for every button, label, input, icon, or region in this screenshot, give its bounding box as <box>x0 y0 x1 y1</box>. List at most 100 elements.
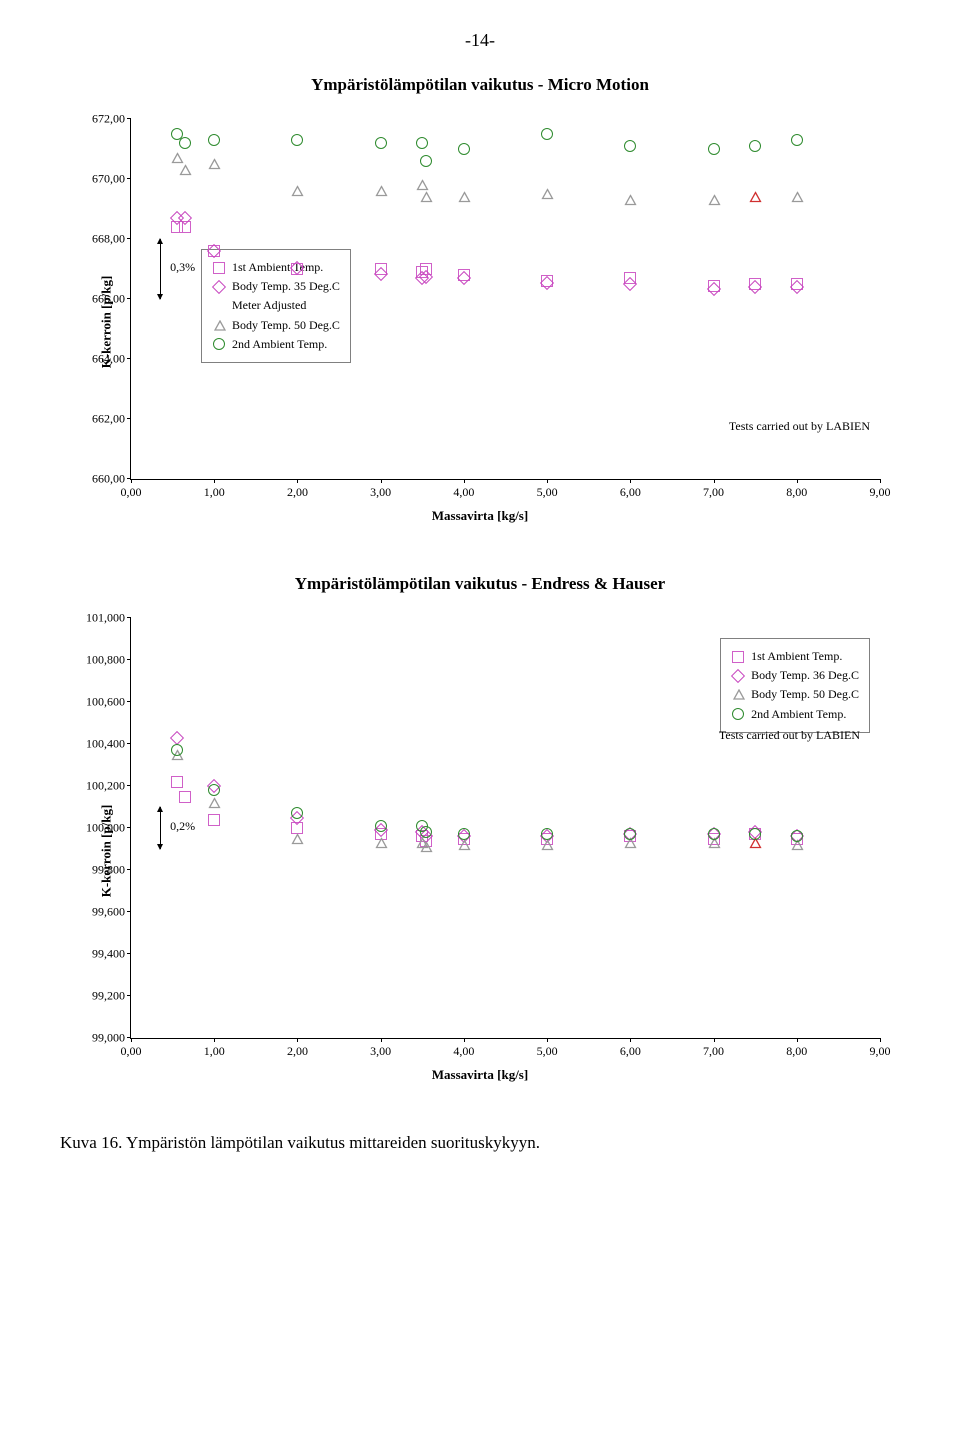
ytick-label: 666,00 <box>92 292 125 307</box>
marker-circle <box>541 128 553 140</box>
legend-label: Body Temp. 35 Deg.C <box>232 277 340 296</box>
xtick-mark <box>464 479 465 483</box>
xtick-mark <box>797 1038 798 1042</box>
legend-label: Body Temp. 50 Deg.C <box>751 685 859 704</box>
marker-circle <box>541 828 553 840</box>
legend-icon <box>212 262 226 274</box>
legend-icon <box>212 281 226 293</box>
xtick-mark <box>880 479 881 483</box>
page-number: -14- <box>60 30 900 51</box>
marker-triangle <box>214 320 225 331</box>
ytick-mark <box>127 869 131 870</box>
xtick-label: 2,00 <box>287 1044 308 1059</box>
legend-row: 2nd Ambient Temp. <box>731 705 859 724</box>
ytick-mark <box>127 785 131 786</box>
legend-row: Body Temp. 35 Deg.C <box>212 277 340 296</box>
xtick-mark <box>547 1038 548 1042</box>
xtick-mark <box>880 1038 881 1042</box>
xtick-label: 5,00 <box>537 485 558 500</box>
marker-diamond <box>731 669 745 683</box>
ytick-label: 670,00 <box>92 172 125 187</box>
ytick-mark <box>127 659 131 660</box>
ytick-label: 100,000 <box>86 821 125 836</box>
marker-circle <box>171 744 183 756</box>
xtick-mark <box>381 1038 382 1042</box>
marker-triangle <box>542 189 553 200</box>
legend-label: Body Temp. 36 Deg.C <box>751 666 859 685</box>
marker-square <box>179 791 191 803</box>
xtick-mark <box>297 1038 298 1042</box>
legend-row: 1st Ambient Temp. <box>731 647 859 666</box>
ytick-label: 99,200 <box>92 989 125 1004</box>
xtick-mark <box>630 479 631 483</box>
xtick-label: 2,00 <box>287 485 308 500</box>
legend-row: 1st Ambient Temp. <box>212 258 340 277</box>
ytick-mark <box>127 743 131 744</box>
marker-square <box>171 776 183 788</box>
ytick-label: 99,800 <box>92 863 125 878</box>
chart2-pct-label: 0,2% <box>170 819 195 834</box>
legend-icon <box>731 708 745 720</box>
legend-row: Body Temp. 50 Deg.C <box>212 316 340 335</box>
chart-micro-motion: Ympäristölämpötilan vaikutus - Micro Mot… <box>60 75 900 524</box>
marker-circle <box>708 143 720 155</box>
marker-triangle <box>791 192 802 203</box>
chart1-pct-label: 0,3% <box>170 260 195 275</box>
ytick-label: 662,00 <box>92 412 125 427</box>
marker-circle <box>416 137 428 149</box>
marker-circle <box>179 137 191 149</box>
legend-icon <box>731 670 745 682</box>
marker-triangle <box>180 165 191 176</box>
marker-diamond <box>170 731 184 745</box>
xtick-mark <box>131 1038 132 1042</box>
marker-triangle <box>458 192 469 203</box>
ytick-label: 100,600 <box>86 695 125 710</box>
marker-triangle <box>375 186 386 197</box>
marker-circle <box>291 807 303 819</box>
marker-triangle <box>542 839 553 850</box>
xtick-label: 4,00 <box>453 1044 474 1059</box>
marker-triangle-red <box>750 192 761 203</box>
marker-triangle <box>292 833 303 844</box>
page-root: -14- Ympäristölämpötilan vaikutus - Micr… <box>0 0 960 1193</box>
ytick-label: 99,400 <box>92 947 125 962</box>
xtick-label: 0,00 <box>121 485 142 500</box>
xtick-mark <box>547 479 548 483</box>
xtick-mark <box>214 479 215 483</box>
marker-circle <box>624 140 636 152</box>
xtick-mark <box>797 479 798 483</box>
chart1-legend: 1st Ambient Temp.Body Temp. 35 Deg.CMete… <box>201 249 351 363</box>
chart1-note: Tests carried out by LABIEN <box>729 419 870 434</box>
marker-circle <box>749 828 761 840</box>
marker-triangle <box>708 195 719 206</box>
xtick-label: 7,00 <box>703 1044 724 1059</box>
xtick-label: 5,00 <box>537 1044 558 1059</box>
xtick-label: 3,00 <box>370 1044 391 1059</box>
chart2-pct-arrow <box>160 807 161 849</box>
ytick-label: 664,00 <box>92 352 125 367</box>
marker-circle <box>624 828 636 840</box>
xtick-label: 8,00 <box>786 485 807 500</box>
xtick-mark <box>630 1038 631 1042</box>
marker-circle <box>458 143 470 155</box>
marker-circle <box>732 708 744 720</box>
ytick-label: 672,00 <box>92 112 125 127</box>
xtick-label: 9,00 <box>870 1044 891 1059</box>
marker-triangle <box>171 153 182 164</box>
ytick-mark <box>127 238 131 239</box>
chart2-note: Tests carried out by LABIEN <box>719 728 860 743</box>
xtick-label: 4,00 <box>453 485 474 500</box>
marker-circle <box>375 137 387 149</box>
marker-triangle <box>625 195 636 206</box>
marker-circle <box>420 826 432 838</box>
legend-label: Body Temp. 50 Deg.C <box>232 316 340 335</box>
marker-diamond <box>212 280 226 294</box>
marker-circle <box>420 155 432 167</box>
ytick-label: 100,400 <box>86 737 125 752</box>
xtick-label: 1,00 <box>204 485 225 500</box>
ytick-mark <box>127 358 131 359</box>
figure-caption: Kuva 16. Ympäristön lämpötilan vaikutus … <box>60 1133 900 1153</box>
xtick-label: 6,00 <box>620 1044 641 1059</box>
marker-triangle <box>292 186 303 197</box>
ytick-mark <box>127 911 131 912</box>
